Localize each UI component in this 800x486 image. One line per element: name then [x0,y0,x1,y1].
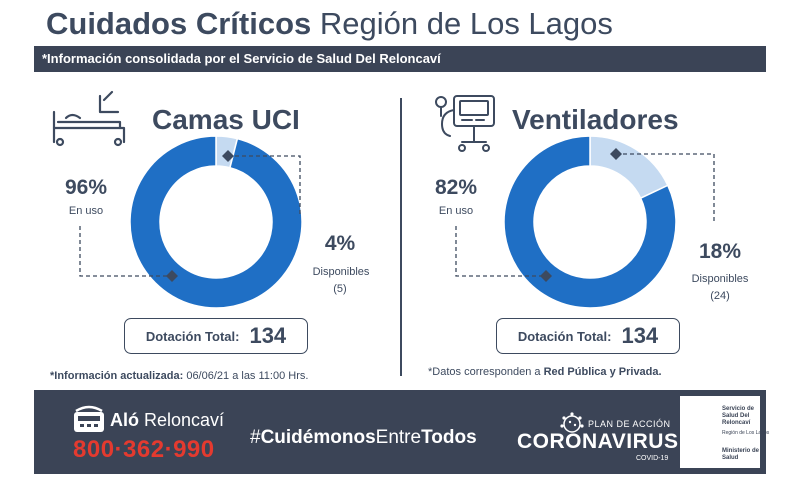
page-title: Cuidados Críticos Región de Los Lagos [46,6,613,42]
gov-text-3: Reloncaví [722,420,751,426]
label-disponibles-ventiladores: Disponibles [691,273,749,285]
label-disponibles-count-ventiladores: (24) [710,290,730,302]
hashtag-part-3: Todos [421,427,477,448]
total-box-ventiladores: Dotación Total: 134 [496,318,680,354]
note-updated: *Información actualizada: 06/06/21 a las… [50,370,308,382]
coronavirus-icon [560,412,584,433]
chart-title-camas: Camas UCI [152,104,300,135]
total-label-camas: Dotación Total: [145,328,240,344]
total-value-camas: 134 [249,323,287,348]
note-source-prefix: *Datos corresponden a [428,366,544,378]
label-disponibles-camas: Disponibles [312,266,370,278]
marker-disponibles-camas [222,150,234,162]
donut-ventiladores [503,135,677,309]
phone-icon [74,405,104,432]
note-source-bold: Red Pública y Privada. [543,366,662,378]
total-box-camas: Dotación Total: 134 [124,318,308,354]
alo-bold: Aló [110,410,139,430]
gov-text-2: Salud Del [722,413,750,419]
note-data-source: *Datos corresponden a Red Pública y Priv… [428,366,662,378]
title-region: Región de Los Lagos [319,6,613,41]
total-label-ventiladores: Dotación Total: [517,328,612,344]
slice-en-uso [503,135,677,309]
hashtag-part-1: Cuidémonos [260,427,376,448]
leader-lines-ventiladores [455,153,715,277]
total-value-ventiladores: 134 [621,323,659,348]
hospital-bed-icon [52,90,126,147]
hashtag-part-2: Entre [375,427,422,448]
covid-19-label: COVID-19 [636,455,669,462]
note-updated-date: 06/06/21 a las 11:00 Hrs. [183,370,309,382]
label-en-uso-pct-ventiladores: 82% [434,176,478,199]
alo-rest: Reloncaví [139,410,225,430]
panel-divider [400,98,402,376]
label-en-uso-camas: En uso [68,205,104,217]
coronavirus-wordmark: CORONAVIRUS [517,430,679,453]
label-en-uso-ventiladores: En uso [438,205,474,217]
leader-lines-camas [79,155,301,277]
gov-text-5: Ministerio de [722,448,760,454]
label-disponibles-pct-ventiladores: 18% [698,240,742,263]
title-bold: Cuidados Críticos [46,6,312,41]
gov-text-6: Salud [722,455,739,461]
source-banner: *Información consolidada por el Servicio… [34,46,766,72]
label-disponibles-count-camas: (5) [333,283,347,295]
footer-bar [34,390,766,474]
marker-en-uso-camas [166,270,178,282]
marker-disponibles-ventiladores [610,148,622,160]
slice-en-uso [129,135,303,309]
gov-text-4: Región de Los Lagos [722,430,770,436]
label-en-uso-pct-camas: 96% [64,176,108,199]
chart-title-ventiladores: Ventiladores [512,104,679,135]
hashtag: #CuidémonosEntreTodos [250,427,477,449]
gov-logo-box [680,396,760,468]
plan-de-accion: PLAN DE ACCIÓN [588,419,671,429]
label-disponibles-pct-camas: 4% [324,232,356,255]
alo-reloncavi-label: Aló Reloncaví [110,410,224,431]
ventilator-icon [435,95,495,152]
note-updated-label: *Información actualizada: [50,370,184,382]
hashtag-symbol: # [250,427,261,448]
phone-number: 800·362·990 [73,436,215,463]
marker-en-uso-ventiladores [540,270,552,282]
gov-text-1: Servicio de [722,406,755,412]
